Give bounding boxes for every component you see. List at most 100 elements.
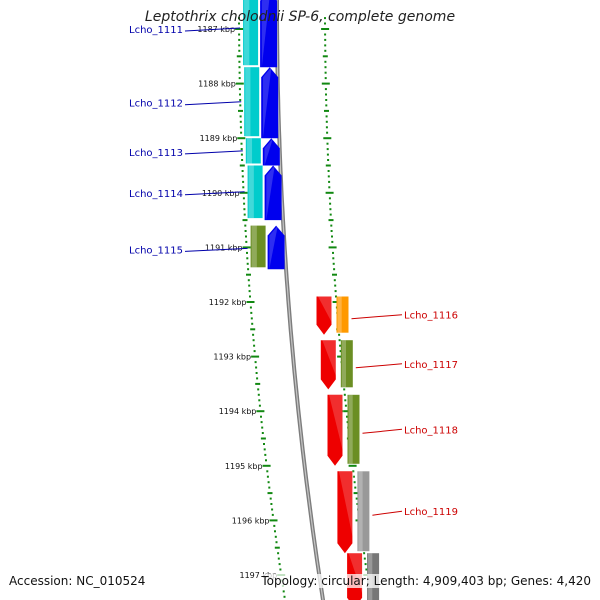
forward-gene-label[interactable]: Lcho_1113 — [129, 148, 183, 159]
minor-tick — [253, 350, 256, 353]
minor-tick — [338, 333, 341, 336]
forward-gene-label[interactable]: Lcho_1114 — [129, 189, 183, 200]
minor-tick — [343, 388, 346, 391]
minor-tick — [327, 175, 330, 178]
minor-tick — [249, 295, 251, 298]
minor-tick — [264, 453, 267, 456]
minor-tick — [250, 311, 253, 314]
major-tick — [348, 464, 357, 467]
reverse-gene-arrow[interactable] — [320, 340, 336, 390]
minor-tick — [283, 595, 286, 598]
major-tick — [246, 301, 255, 303]
minor-tick — [252, 333, 255, 336]
forward-gene-label[interactable]: Lcho_1112 — [129, 99, 183, 110]
minor-tick — [263, 443, 265, 445]
major-tick — [251, 355, 260, 358]
minor-tick — [260, 421, 263, 424]
forward-cog-bar — [250, 225, 266, 268]
minor-tick — [238, 71, 241, 74]
minor-tick — [241, 159, 244, 161]
reverse-gene-arrow[interactable] — [327, 394, 343, 466]
minor-tick — [258, 404, 261, 407]
accession-label: Accession: — [9, 574, 73, 588]
tick-label: 1196 kbp — [232, 516, 270, 525]
minor-tick — [247, 268, 250, 271]
minor-tick — [239, 164, 245, 167]
minor-tick — [238, 49, 241, 52]
minor-tick — [271, 513, 274, 516]
forward-cog-bar-gloss — [251, 225, 257, 268]
minor-tick — [239, 93, 241, 96]
minor-tick — [338, 339, 341, 342]
reverse-gene-label[interactable]: Lcho_1118 — [404, 425, 458, 436]
minor-tick — [330, 224, 333, 227]
reverse-gene-label[interactable]: Lcho_1117 — [404, 360, 458, 371]
forward-gene-arrow-gloss — [266, 165, 275, 221]
minor-tick — [364, 563, 367, 566]
reverse-gene-label[interactable]: Lcho_1119 — [404, 507, 458, 518]
minor-tick — [334, 284, 337, 287]
minor-tick — [282, 590, 285, 593]
minor-tick — [274, 530, 276, 533]
forward-cog-bar-gloss — [246, 138, 253, 164]
minor-tick — [261, 426, 264, 429]
minor-tick — [249, 306, 252, 309]
minor-tick — [241, 170, 244, 172]
minor-tick — [257, 393, 260, 396]
minor-tick — [339, 344, 342, 347]
minor-tick — [325, 99, 328, 101]
minor-tick — [324, 71, 327, 74]
forward-cog-bar-gloss — [245, 67, 251, 137]
reverse-gene-arrow-gloss — [329, 394, 344, 456]
minor-tick — [247, 279, 250, 282]
minor-tick — [324, 38, 327, 41]
forward-gene-label[interactable]: Lcho_1111 — [129, 25, 183, 36]
minor-tick — [325, 93, 327, 96]
minor-tick — [331, 240, 334, 243]
minor-tick — [274, 535, 277, 538]
forward-gene-arrow[interactable] — [261, 67, 279, 139]
reverse-gene-label[interactable]: Lcho_1116 — [404, 311, 458, 322]
minor-tick — [328, 186, 331, 189]
reverse-gene-arrow[interactable] — [337, 471, 353, 554]
minor-tick — [260, 437, 266, 440]
minor-tick — [248, 290, 251, 293]
major-tick — [325, 191, 334, 194]
minor-tick — [346, 415, 348, 418]
reverse-gene-leader — [351, 314, 403, 320]
minor-tick — [238, 109, 243, 112]
minor-tick — [335, 295, 337, 298]
forward-gene-arrow[interactable] — [267, 225, 285, 270]
genes-value: 4,420 — [556, 574, 591, 588]
minor-tick — [246, 257, 249, 260]
minor-tick — [260, 415, 262, 418]
reverse-gene-leader — [372, 510, 403, 516]
topology-label: Topology: — [261, 574, 318, 588]
minor-tick — [238, 33, 241, 36]
minor-tick — [327, 159, 330, 161]
forward-gene-label[interactable]: Lcho_1115 — [129, 245, 183, 256]
forward-gene-arrow[interactable] — [262, 138, 280, 166]
minor-tick — [271, 508, 274, 511]
minor-tick — [242, 180, 245, 183]
minor-tick — [328, 180, 331, 183]
minor-tick — [330, 230, 333, 232]
minor-tick — [258, 399, 261, 402]
forward-gene-arrow[interactable] — [264, 165, 282, 221]
forward-gene-leader — [184, 247, 248, 252]
forward-gene-arrow-gloss — [264, 138, 273, 166]
reverse-gene-leader — [362, 428, 403, 434]
minor-tick — [240, 153, 243, 156]
forward-cog-bar — [247, 165, 263, 219]
reverse-gene-arrow[interactable] — [316, 296, 332, 335]
major-tick — [342, 410, 351, 413]
minor-tick — [246, 262, 249, 265]
minor-tick — [256, 377, 259, 380]
minor-tick — [326, 148, 329, 151]
minor-tick — [248, 284, 251, 287]
forward-gene-arrow[interactable] — [260, 0, 278, 68]
minor-tick — [269, 497, 272, 500]
minor-tick — [344, 404, 347, 407]
major-tick — [328, 246, 337, 249]
